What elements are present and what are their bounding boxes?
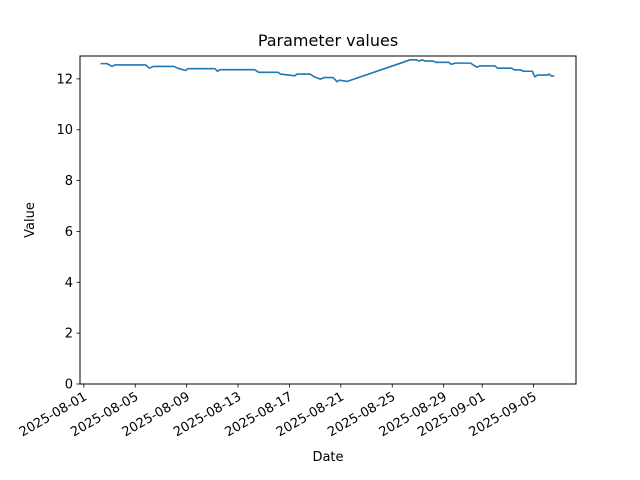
y-tick-label: 12 (56, 72, 73, 87)
y-tick-label: 8 (65, 174, 73, 189)
chart-title: Parameter values (258, 31, 398, 50)
y-axis-label: Value (23, 202, 38, 238)
y-tick-label: 6 (65, 225, 73, 240)
x-axis-label: Date (312, 450, 343, 465)
y-tick-label: 4 (65, 276, 73, 291)
data-series-line (100, 59, 555, 83)
plot-area (80, 56, 576, 384)
y-tick-label: 10 (56, 123, 73, 138)
y-tick-label: 0 (65, 378, 73, 393)
y-tick-label: 2 (65, 327, 73, 342)
axes-spines (79, 55, 577, 385)
